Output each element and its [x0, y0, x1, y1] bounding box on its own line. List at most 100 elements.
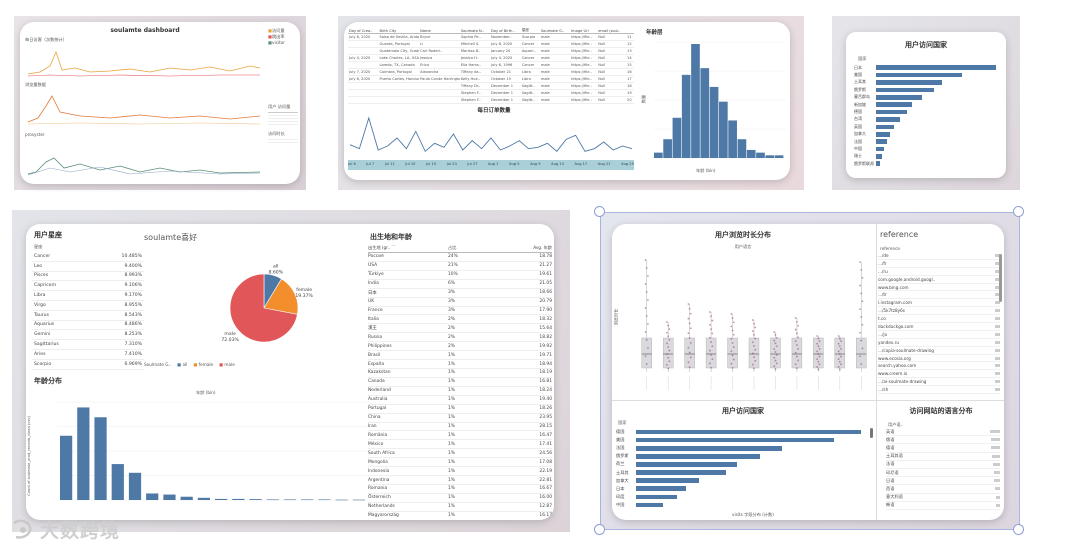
birth-cell: 1% [448, 495, 455, 501]
ref-row[interactable]: .../fr [878, 260, 1000, 268]
country-scrollbar[interactable] [870, 428, 873, 438]
box-point [775, 362, 778, 365]
lang-row[interactable]: 俄语 [886, 436, 1000, 445]
p2-col-header[interactable]: email (soul.. [597, 28, 627, 34]
p5-country-label: 德国 [616, 429, 625, 435]
ref-row[interactable]: t.co [878, 315, 1000, 324]
ref-scrollbar[interactable] [999, 254, 1002, 302]
handle-tl[interactable] [594, 206, 605, 217]
panel3-dashboard: 用户访问国家 国家 日本 美国 土耳其 俄罗斯 塞舌群岛 新加坡 德国 台湾 英国 加拿大 法国 中国… [846, 32, 1006, 178]
lang-row[interactable]: 日语 [886, 477, 1000, 486]
p5-bar [636, 502, 663, 508]
handle-tr[interactable] [1013, 206, 1024, 217]
pie-label: 8.60% [268, 270, 283, 276]
ref-row[interactable]: search.yahoo.com [878, 362, 1000, 371]
p2-col-header[interactable]: Name [419, 28, 460, 34]
p2-table-row[interactable]: Stephen F.. December 1 Sagitt.. male https:/… [348, 96, 634, 104]
box-point [645, 267, 648, 269]
handle-bl[interactable] [594, 524, 605, 535]
birth-cell: 1% [448, 450, 455, 456]
lang-row[interactable]: 西语 [886, 485, 1000, 494]
p2-hist-bar [709, 86, 719, 158]
ref-row[interactable]: .../sh [878, 386, 1000, 395]
lang-row[interactable]: 土耳其语 [886, 453, 1000, 461]
ref-row[interactable]: .../tr [878, 291, 1000, 300]
p2-col-header[interactable] [626, 28, 634, 34]
p5-bar-row: 德国 [616, 428, 872, 436]
panel1-line-2b [27, 122, 261, 125]
ref-row[interactable]: .../ai-soulmate-drawing [878, 378, 1000, 387]
p2-cell: Null [597, 68, 627, 76]
box-point [837, 358, 840, 361]
birth-row: Philippines 2% 19.92 [368, 342, 552, 352]
pie-slice-male[interactable] [229, 273, 298, 343]
p2-col-header[interactable]: Day of Birth.. [489, 28, 521, 34]
lang-row[interactable]: 德语 [886, 444, 1000, 453]
p2-cell: Null [597, 89, 627, 97]
birth-cell: 18.26 [539, 406, 552, 412]
pie-slice-female[interactable] [263, 278, 299, 315]
p2-table-row[interactable]: July 7, 2020 Coimbra, Portugal Alexandra Ti… [348, 68, 634, 76]
ref-row[interactable]: www.bing.com [878, 284, 1000, 292]
ref-row[interactable]: .../jo [878, 331, 1000, 339]
box-point [774, 342, 777, 345]
p2-cell: https://file.. [570, 96, 598, 104]
box-point [730, 313, 733, 315]
ref-label: search.yahoo.com [878, 363, 917, 369]
ref-bar [995, 285, 1000, 289]
p2-table-row[interactable]: July 4, 2020 Lake Charles, LA, USA Jessica… [348, 54, 634, 62]
p2-cell [348, 96, 379, 104]
age-ylabel: Count of soulmate_prod_records_clean (cs… [27, 416, 31, 496]
birth-cell: 2% [448, 316, 455, 322]
ref-row[interactable]: l.instagram.com [878, 299, 1000, 308]
p2-col-header[interactable]: Day of Crea.. [348, 28, 379, 34]
p2-cell: July 8, 2020 [348, 75, 379, 83]
ref-row[interactable]: yandex.ru [878, 339, 1000, 347]
p2-table-row[interactable]: Laredo, TX, Canada Erica Ella Hams.. July 6… [348, 61, 634, 69]
p2-table-row[interactable]: Guatemala City, GuatemalaCarl Roderi..Ma… [348, 47, 634, 55]
birth-cell: 19.71 [539, 352, 552, 358]
ref-row[interactable]: .../5k7tz8y6s [878, 307, 1000, 316]
p2-table-row[interactable]: Tiffany Dr.. December 1 Sagitt.. male https:… [348, 82, 634, 90]
p2-table-row[interactable]: Guarda, Portugal Li Mitchell S. July 8, 202… [348, 40, 634, 48]
ref-row[interactable]: www.ecosia.org [878, 355, 1000, 363]
p2-cell: December 1 [489, 82, 521, 90]
panel2-histogram [654, 41, 786, 159]
p2-col-header[interactable]: Birth City [378, 28, 420, 34]
p2-cell [419, 96, 460, 104]
lang-row[interactable]: 法语 [886, 461, 1000, 469]
box-point [666, 342, 668, 345]
lang-row[interactable]: 印尼语 [886, 469, 1000, 478]
p2-table-row[interactable]: Stephen F.. December 1 Sagitt.. male https:/… [348, 89, 634, 97]
p2-col-header[interactable]: Soulmate G.. [539, 28, 571, 34]
p2-col-header[interactable]: Image Url [570, 28, 598, 34]
zodiac-sign: Libra [34, 293, 46, 299]
panel2-dashboard: Day of Crea.. Birth City Name Soulmate N.. D… [344, 22, 790, 180]
birth-cell: 16.81 [539, 379, 552, 385]
p2-table-row[interactable]: July 8, 2020 Puerto Cortes, Honduras Paula… [348, 75, 634, 83]
lang-row[interactable]: 英语 [886, 428, 1000, 437]
lang-row[interactable]: 韩语 [886, 502, 1000, 510]
box-point [731, 342, 734, 344]
handle-br[interactable] [1013, 524, 1024, 535]
p3-country-label: 德国 [854, 109, 862, 115]
ref-row[interactable]: com.google.android.googl.. [878, 276, 1000, 284]
zodiac-row: Leo 9.400% [32, 262, 144, 272]
birth-cell: Romania [368, 486, 388, 492]
ref-row[interactable]: duckduckgo.com [878, 323, 1000, 331]
p3-bar-row: 俄罗斯 [854, 86, 1004, 93]
p2-col-header[interactable]: 星座 [520, 28, 540, 34]
ref-row[interactable]: .../de [878, 252, 1000, 260]
ref-row[interactable]: .../ru [878, 268, 1000, 276]
ref-row[interactable]: .../copia-soulmate-drawing [878, 347, 1000, 355]
p2-cell: male [539, 89, 571, 97]
p2-col-header[interactable]: Soulmate N.. [459, 28, 490, 34]
lang-row[interactable]: 意大利语 [886, 494, 1000, 502]
birth-cell: 3% [448, 299, 455, 305]
p2-xtick: Jul 19 [426, 162, 437, 166]
lang-bar [992, 462, 1000, 466]
box-point [711, 332, 714, 335]
ref-row[interactable]: www.creem.io [878, 370, 1000, 379]
p2-hist-bar [691, 44, 700, 158]
